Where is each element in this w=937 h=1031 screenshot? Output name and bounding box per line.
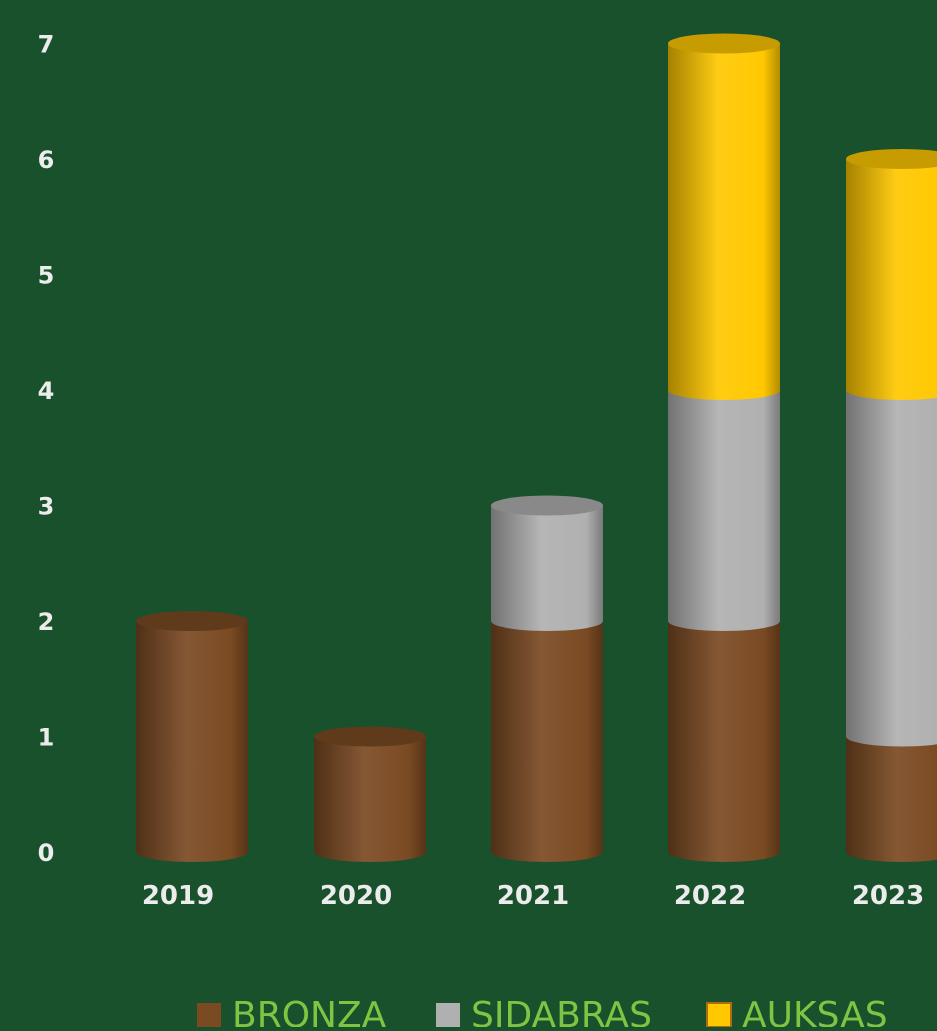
bar-body	[136, 621, 248, 862]
y-tick-label: 7	[38, 31, 55, 59]
legend-swatch	[436, 1003, 460, 1027]
x-tick-label: 2023	[852, 881, 924, 911]
legend: BRONZA SIDABRAS AUKSAS	[197, 995, 888, 1031]
y-tick-label: 6	[38, 146, 55, 174]
legend-label: SIDABRAS	[471, 995, 652, 1027]
x-tick-label: 2021	[497, 881, 569, 911]
y-axis-ticks: 0 1 2 3 4 5 6 7	[38, 31, 55, 868]
bar-bronza-2019	[136, 611, 248, 862]
legend-swatch	[706, 1002, 732, 1028]
bar-sidabras-2021	[491, 495, 603, 631]
legend-item-bronza: BRONZA	[197, 995, 387, 1031]
bar-top-cap	[136, 611, 248, 631]
bar-top-cap	[846, 149, 937, 169]
x-tick-label: 2019	[142, 881, 214, 911]
y-tick-label: 4	[38, 377, 55, 405]
y-tick-label: 0	[38, 839, 55, 867]
bar-auksas-2022	[668, 33, 780, 400]
bar-body	[668, 621, 780, 862]
y-tick-label: 3	[38, 493, 55, 521]
bar-body	[491, 505, 603, 631]
bar-top-cap	[668, 33, 780, 54]
bar-auksas-2023	[846, 149, 937, 400]
bar-body	[314, 736, 426, 862]
bar-body	[846, 390, 937, 747]
legend-item-sidabras: SIDABRAS	[436, 995, 652, 1031]
legend-item-auksas: AUKSAS	[706, 995, 888, 1031]
bar-bronza-2020	[314, 726, 426, 862]
bar-bronza-2023	[846, 736, 937, 862]
bar-stacks	[136, 33, 937, 862]
bar-body	[846, 736, 937, 862]
bar-body	[491, 621, 603, 862]
legend-label: BRONZA	[232, 995, 387, 1027]
x-tick-label: 2020	[320, 881, 392, 911]
legend-swatch	[197, 1003, 221, 1027]
y-tick-label: 5	[38, 262, 55, 290]
bar-bronza-2021	[491, 621, 603, 862]
x-tick-label: 2022	[674, 881, 746, 911]
bar-sidabras-2023	[846, 390, 937, 747]
bar-body	[668, 390, 780, 631]
legend-label: AUKSAS	[742, 995, 888, 1027]
bar-top-cap	[491, 495, 603, 516]
x-axis-ticks: 2019 2020 2021 2022 2023	[142, 881, 924, 911]
y-tick-label: 1	[38, 724, 55, 752]
y-tick-label: 2	[38, 608, 55, 636]
bar-body	[846, 159, 937, 400]
bar-body	[668, 43, 780, 400]
bar-bronza-2022	[668, 621, 780, 862]
bar-top-cap	[314, 726, 426, 747]
bar-sidabras-2022	[668, 390, 780, 631]
